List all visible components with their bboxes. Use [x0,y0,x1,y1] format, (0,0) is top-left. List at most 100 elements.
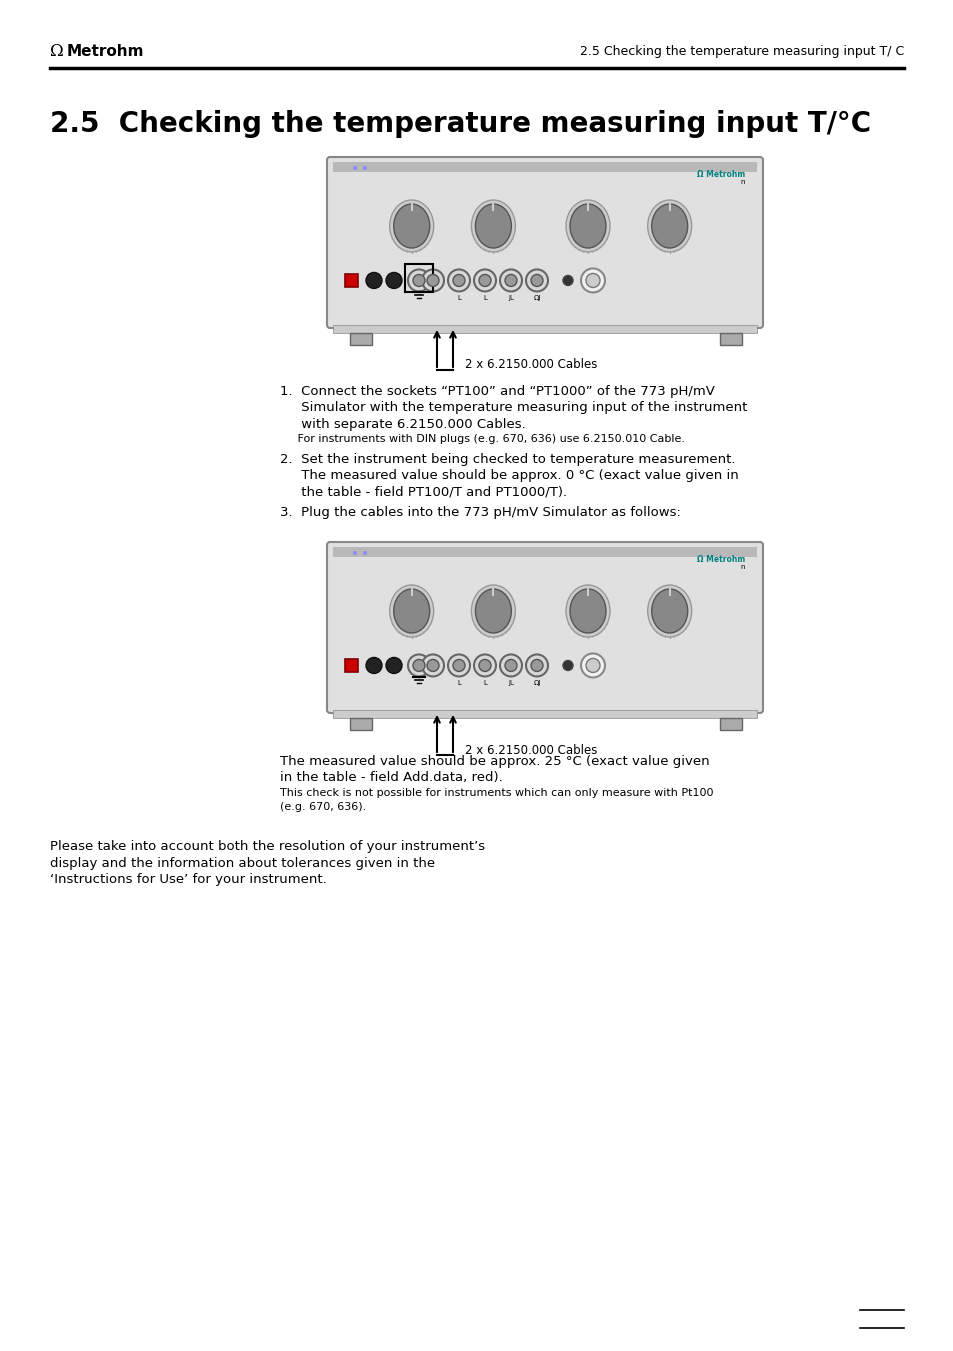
Text: Ω Metrohm: Ω Metrohm [696,555,744,563]
Bar [350,332,372,345]
Bar [333,547,757,557]
Circle shape [353,166,356,170]
Text: JL: JL [508,681,514,686]
Text: Ω Metrohm: Ω Metrohm [696,170,744,178]
Text: L: L [456,681,460,686]
Circle shape [408,654,430,677]
Text: L: L [456,296,460,301]
Ellipse shape [647,200,691,253]
Circle shape [448,269,470,292]
Circle shape [525,654,547,677]
Circle shape [474,654,496,677]
Circle shape [504,659,517,671]
Text: display and the information about tolerances given in the: display and the information about tolera… [50,857,435,870]
Text: with separate 6.2150.000 Cables.: with separate 6.2150.000 Cables. [280,417,525,431]
Circle shape [386,658,401,673]
Circle shape [427,659,438,671]
Text: (e.g. 670, 636).: (e.g. 670, 636). [280,802,366,812]
Circle shape [366,273,381,289]
Circle shape [478,274,491,286]
Bar [333,162,757,172]
Ellipse shape [569,204,605,249]
Circle shape [525,269,547,292]
Text: The measured value should be approx. 0 °C (exact value given in: The measured value should be approx. 0 °… [280,469,738,482]
Circle shape [353,551,356,555]
Circle shape [453,659,464,671]
Ellipse shape [394,589,429,634]
Text: 3.  Plug the cables into the 773 pH/mV Simulator as follows:: 3. Plug the cables into the 773 pH/mV Si… [280,507,680,519]
Ellipse shape [651,589,687,634]
Ellipse shape [651,204,687,249]
Circle shape [363,166,367,170]
Text: ‘Instructions for Use’ for your instrument.: ‘Instructions for Use’ for your instrume… [50,873,327,886]
Circle shape [580,654,604,677]
Bar [333,326,757,332]
Bar [333,711,757,717]
Bar [720,332,741,345]
Text: For instruments with DIN plugs (e.g. 670, 636) use 6.2150.010 Cable.: For instruments with DIN plugs (e.g. 670… [280,435,684,444]
Ellipse shape [565,200,609,253]
FancyBboxPatch shape [327,157,762,328]
Circle shape [562,661,573,670]
Circle shape [499,269,521,292]
Circle shape [413,659,424,671]
Bar [720,717,741,730]
Circle shape [474,269,496,292]
Text: JL: JL [508,296,514,301]
Ellipse shape [471,200,515,253]
Ellipse shape [394,204,429,249]
Circle shape [585,273,599,288]
Text: n: n [740,563,744,570]
Text: Metrohm: Metrohm [67,45,144,59]
Text: 2.  Set the instrument being checked to temperature measurement.: 2. Set the instrument being checked to t… [280,453,735,466]
Bar [405,265,433,292]
Ellipse shape [475,589,511,634]
Circle shape [363,551,367,555]
Circle shape [408,269,430,292]
Ellipse shape [471,585,515,638]
Text: Please take into account both the resolution of your instrument’s: Please take into account both the resolu… [50,840,485,852]
Text: ΩJ: ΩJ [533,296,540,301]
Circle shape [478,659,491,671]
Circle shape [421,654,443,677]
Circle shape [448,654,470,677]
Circle shape [421,269,443,292]
Ellipse shape [565,585,609,638]
Bar [345,274,357,288]
Circle shape [413,274,424,286]
Circle shape [531,659,542,671]
Circle shape [427,274,438,286]
Text: 2 x 6.2150.000 Cables: 2 x 6.2150.000 Cables [464,358,597,372]
Ellipse shape [647,585,691,638]
Text: Simulator with the temperature measuring input of the instrument: Simulator with the temperature measuring… [280,401,746,415]
Bar [350,717,372,730]
Text: 2 x 6.2150.000 Cables: 2 x 6.2150.000 Cables [464,743,597,757]
Circle shape [580,269,604,292]
FancyBboxPatch shape [327,542,762,713]
Text: 2.5  Checking the temperature measuring input T/°C: 2.5 Checking the temperature measuring i… [50,109,870,138]
Ellipse shape [475,204,511,249]
Text: ΩJ: ΩJ [533,681,540,686]
Text: Ω: Ω [50,43,64,61]
Circle shape [585,658,599,673]
Ellipse shape [389,585,434,638]
Text: n: n [740,178,744,185]
Text: the table - field PT100/T and PT1000/T).: the table - field PT100/T and PT1000/T). [280,485,566,499]
Text: L: L [482,296,486,301]
Text: 2.5 Checking the temperature measuring input T/ C: 2.5 Checking the temperature measuring i… [579,46,903,58]
Text: The measured value should be approx. 25 °C (exact value given: The measured value should be approx. 25 … [280,755,709,767]
Ellipse shape [389,200,434,253]
Bar [345,659,357,673]
Circle shape [366,658,381,673]
Text: L: L [482,681,486,686]
Circle shape [531,274,542,286]
Circle shape [504,274,517,286]
Circle shape [562,276,573,285]
Text: 1.  Connect the sockets “PT100” and “PT1000” of the 773 pH/mV: 1. Connect the sockets “PT100” and “PT10… [280,385,714,399]
Circle shape [499,654,521,677]
Text: This check is not possible for instruments which can only measure with Pt100: This check is not possible for instrumen… [280,788,713,798]
Circle shape [453,274,464,286]
Circle shape [386,273,401,289]
Text: in the table - field Add.data, red).: in the table - field Add.data, red). [280,771,502,785]
Ellipse shape [569,589,605,634]
